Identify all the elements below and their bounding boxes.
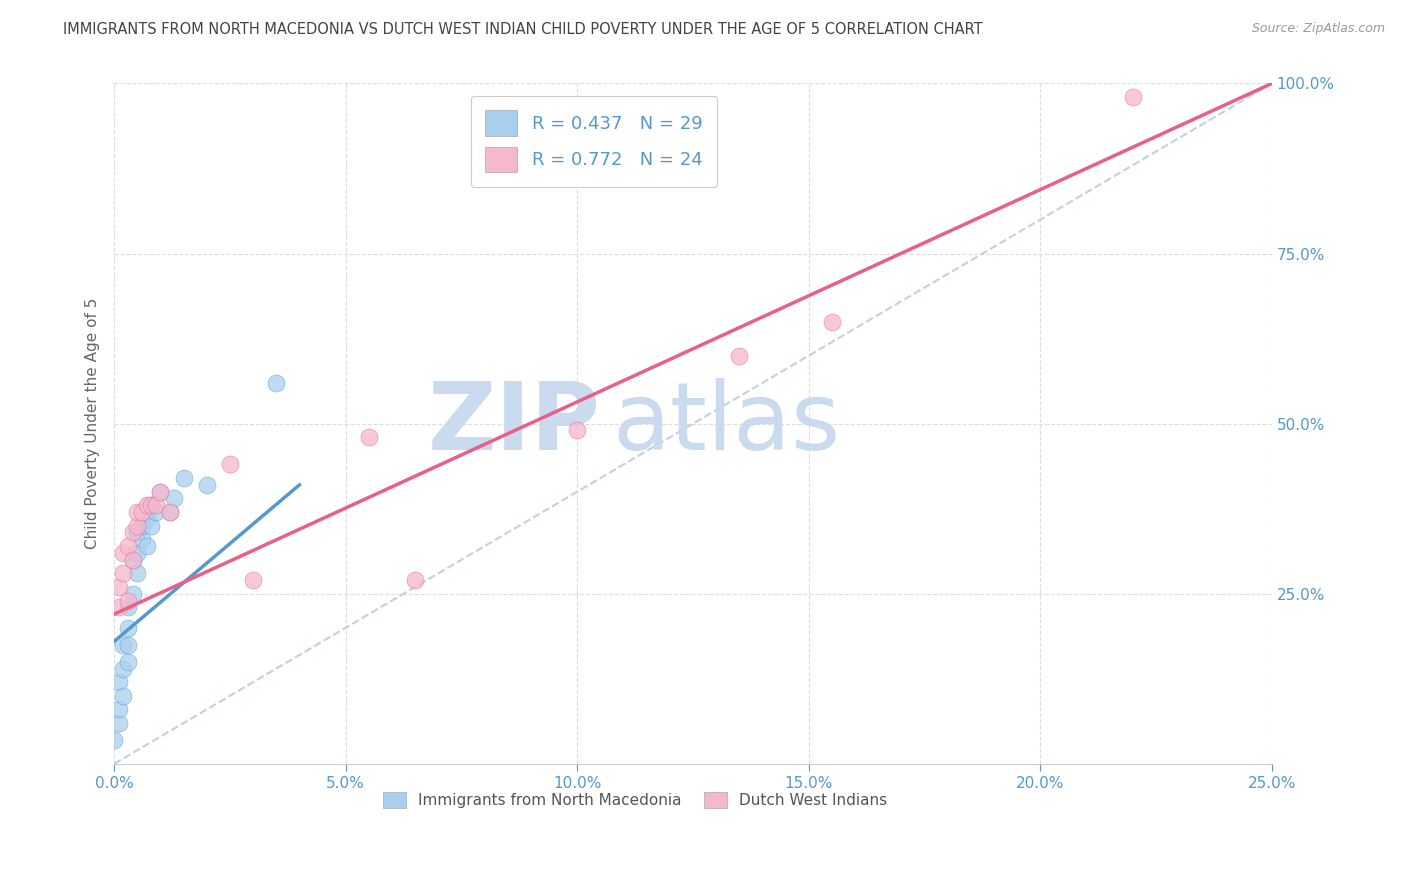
Point: [264, 376, 287, 390]
Point: [135, 498, 157, 512]
Point: [117, 600, 139, 615]
Point: [108, 716, 131, 731]
Point: [1122, 90, 1144, 104]
Text: Source: ZipAtlas.com: Source: ZipAtlas.com: [1251, 22, 1385, 36]
Point: [127, 546, 149, 560]
Point: [108, 702, 131, 716]
Text: atlas: atlas: [612, 377, 841, 469]
Text: IMMIGRANTS FROM NORTH MACEDONIA VS DUTCH WEST INDIAN CHILD POVERTY UNDER THE AGE: IMMIGRANTS FROM NORTH MACEDONIA VS DUTCH…: [63, 22, 983, 37]
Point: [127, 518, 149, 533]
Point: [117, 638, 139, 652]
Point: [821, 315, 844, 329]
Point: [145, 498, 167, 512]
Point: [135, 512, 157, 526]
Point: [117, 593, 139, 607]
Point: [112, 546, 135, 560]
Point: [121, 552, 143, 566]
Point: [127, 505, 149, 519]
Point: [149, 484, 172, 499]
Point: [159, 505, 181, 519]
Point: [131, 505, 153, 519]
Point: [145, 505, 167, 519]
Point: [195, 478, 218, 492]
Point: [112, 566, 135, 581]
Point: [219, 458, 242, 472]
Point: [112, 638, 135, 652]
Point: [117, 621, 139, 635]
Point: [173, 471, 195, 485]
Point: [121, 525, 143, 540]
Point: [108, 675, 131, 690]
Point: [141, 518, 163, 533]
Point: [567, 424, 589, 438]
Point: [127, 525, 149, 540]
Point: [141, 498, 163, 512]
Point: [163, 491, 186, 506]
Point: [108, 580, 131, 594]
Point: [117, 655, 139, 669]
Point: [131, 533, 153, 547]
Point: [121, 552, 143, 566]
Point: [242, 573, 264, 587]
Point: [112, 689, 135, 703]
Point: [112, 662, 135, 676]
Text: ZIP: ZIP: [427, 377, 600, 469]
Point: [131, 518, 153, 533]
Point: [159, 505, 181, 519]
Point: [357, 430, 380, 444]
Point: [127, 566, 149, 581]
Point: [121, 587, 143, 601]
Point: [149, 484, 172, 499]
Legend: Immigrants from North Macedonia, Dutch West Indians: Immigrants from North Macedonia, Dutch W…: [377, 786, 894, 814]
Point: [728, 349, 751, 363]
Point: [141, 498, 163, 512]
Point: [404, 573, 426, 587]
Point: [108, 600, 131, 615]
Point: [135, 539, 157, 553]
Point: [117, 539, 139, 553]
Point: [103, 733, 125, 747]
Y-axis label: Child Poverty Under the Age of 5: Child Poverty Under the Age of 5: [86, 298, 100, 549]
